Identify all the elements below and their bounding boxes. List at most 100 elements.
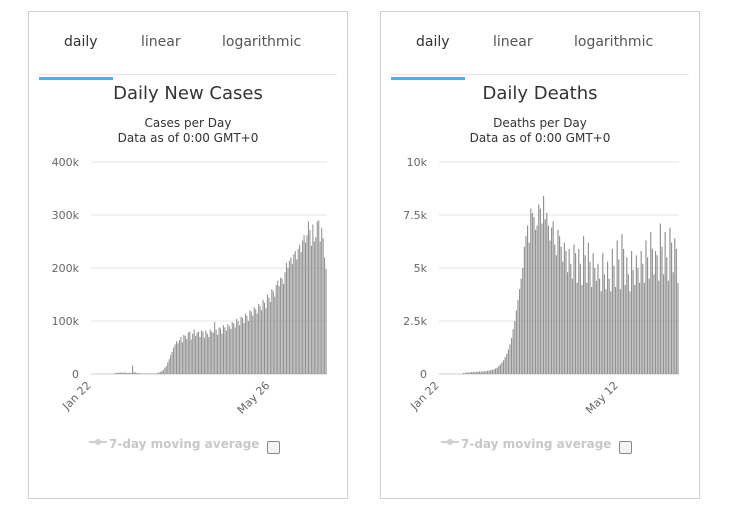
bar[interactable] — [674, 238, 676, 374]
bar[interactable] — [148, 373, 150, 374]
bar[interactable] — [587, 242, 589, 374]
bar[interactable] — [635, 255, 637, 374]
bar[interactable] — [655, 251, 657, 374]
bar[interactable] — [305, 242, 307, 374]
bar[interactable] — [560, 246, 562, 374]
bar[interactable] — [302, 240, 304, 374]
bar[interactable] — [193, 329, 195, 374]
bar[interactable] — [480, 371, 482, 374]
bar[interactable] — [595, 280, 597, 374]
bar[interactable] — [523, 246, 525, 374]
bar[interactable] — [538, 204, 540, 374]
bar[interactable] — [253, 307, 255, 374]
bar[interactable] — [274, 296, 276, 374]
bar[interactable] — [309, 229, 311, 374]
bar[interactable] — [472, 371, 474, 374]
bar[interactable] — [161, 370, 163, 374]
bar[interactable] — [294, 251, 296, 374]
bar[interactable] — [114, 373, 116, 374]
bar[interactable] — [659, 223, 661, 374]
bar[interactable] — [316, 221, 318, 374]
bar[interactable] — [511, 337, 513, 374]
bar[interactable] — [168, 359, 170, 374]
bar[interactable] — [300, 252, 302, 374]
bar[interactable] — [280, 277, 282, 374]
bar[interactable] — [559, 236, 561, 374]
bar[interactable] — [146, 373, 148, 374]
bar[interactable] — [287, 268, 289, 374]
bar[interactable] — [477, 371, 479, 374]
bar[interactable] — [142, 373, 144, 374]
bar[interactable] — [159, 371, 161, 374]
bar[interactable] — [237, 321, 239, 374]
bar[interactable] — [192, 333, 194, 374]
tab-linear[interactable]: linear — [493, 34, 533, 50]
bar[interactable] — [578, 248, 580, 374]
bar[interactable] — [209, 329, 211, 374]
bar[interactable] — [203, 337, 205, 374]
bar[interactable] — [221, 333, 223, 374]
bar[interactable] — [567, 272, 569, 374]
bar[interactable] — [663, 274, 665, 374]
bar[interactable] — [599, 278, 601, 374]
bar[interactable] — [120, 372, 122, 374]
bar[interactable] — [202, 331, 204, 374]
bar[interactable] — [269, 301, 271, 374]
tab-daily[interactable]: daily — [64, 34, 98, 50]
bar[interactable] — [469, 372, 471, 374]
bar[interactable] — [315, 237, 317, 374]
bar[interactable] — [645, 240, 647, 374]
bar[interactable] — [531, 212, 533, 374]
bar[interactable] — [293, 254, 295, 374]
bar[interactable] — [324, 257, 326, 374]
bar[interactable] — [631, 251, 633, 374]
bar[interactable] — [509, 344, 511, 374]
bar[interactable] — [648, 278, 650, 374]
bar[interactable] — [503, 360, 505, 374]
bar[interactable] — [525, 236, 527, 374]
bar[interactable] — [642, 263, 644, 374]
bar[interactable] — [627, 274, 629, 374]
bar[interactable] — [313, 241, 315, 375]
bar[interactable] — [291, 263, 293, 374]
bar[interactable] — [611, 248, 613, 374]
bar[interactable] — [615, 287, 617, 374]
bar[interactable] — [589, 261, 591, 374]
bar[interactable] — [236, 318, 238, 374]
bar[interactable] — [219, 328, 222, 374]
bar[interactable] — [512, 329, 514, 374]
bar[interactable] — [126, 372, 128, 374]
bar[interactable] — [259, 306, 261, 374]
bar[interactable] — [605, 289, 607, 374]
bar[interactable] — [178, 340, 181, 374]
bar[interactable] — [539, 208, 541, 374]
bar[interactable] — [244, 313, 246, 374]
bar[interactable] — [557, 229, 559, 374]
bar[interactable] — [118, 372, 120, 374]
bar[interactable] — [575, 253, 577, 374]
bar[interactable] — [581, 284, 583, 374]
bar[interactable] — [533, 217, 535, 374]
bar[interactable] — [284, 272, 286, 374]
bar[interactable] — [528, 242, 530, 374]
bar[interactable] — [272, 291, 274, 374]
bar[interactable] — [504, 357, 506, 374]
bar[interactable] — [624, 284, 626, 374]
bar[interactable] — [602, 253, 604, 374]
bar[interactable] — [124, 372, 126, 374]
bar[interactable] — [603, 274, 605, 374]
bar[interactable] — [571, 278, 573, 374]
bar[interactable] — [218, 327, 220, 374]
bar[interactable] — [158, 372, 160, 374]
bar[interactable] — [483, 371, 485, 374]
bar[interactable] — [325, 269, 327, 374]
bar[interactable] — [669, 227, 671, 374]
bar[interactable] — [322, 238, 324, 374]
bar[interactable] — [555, 255, 557, 374]
bar[interactable] — [183, 334, 185, 374]
bar[interactable] — [156, 372, 159, 374]
tab-logarithmic[interactable]: logarithmic — [222, 34, 302, 50]
bar[interactable] — [498, 365, 500, 374]
bar[interactable] — [261, 310, 263, 374]
bar[interactable] — [215, 329, 217, 374]
